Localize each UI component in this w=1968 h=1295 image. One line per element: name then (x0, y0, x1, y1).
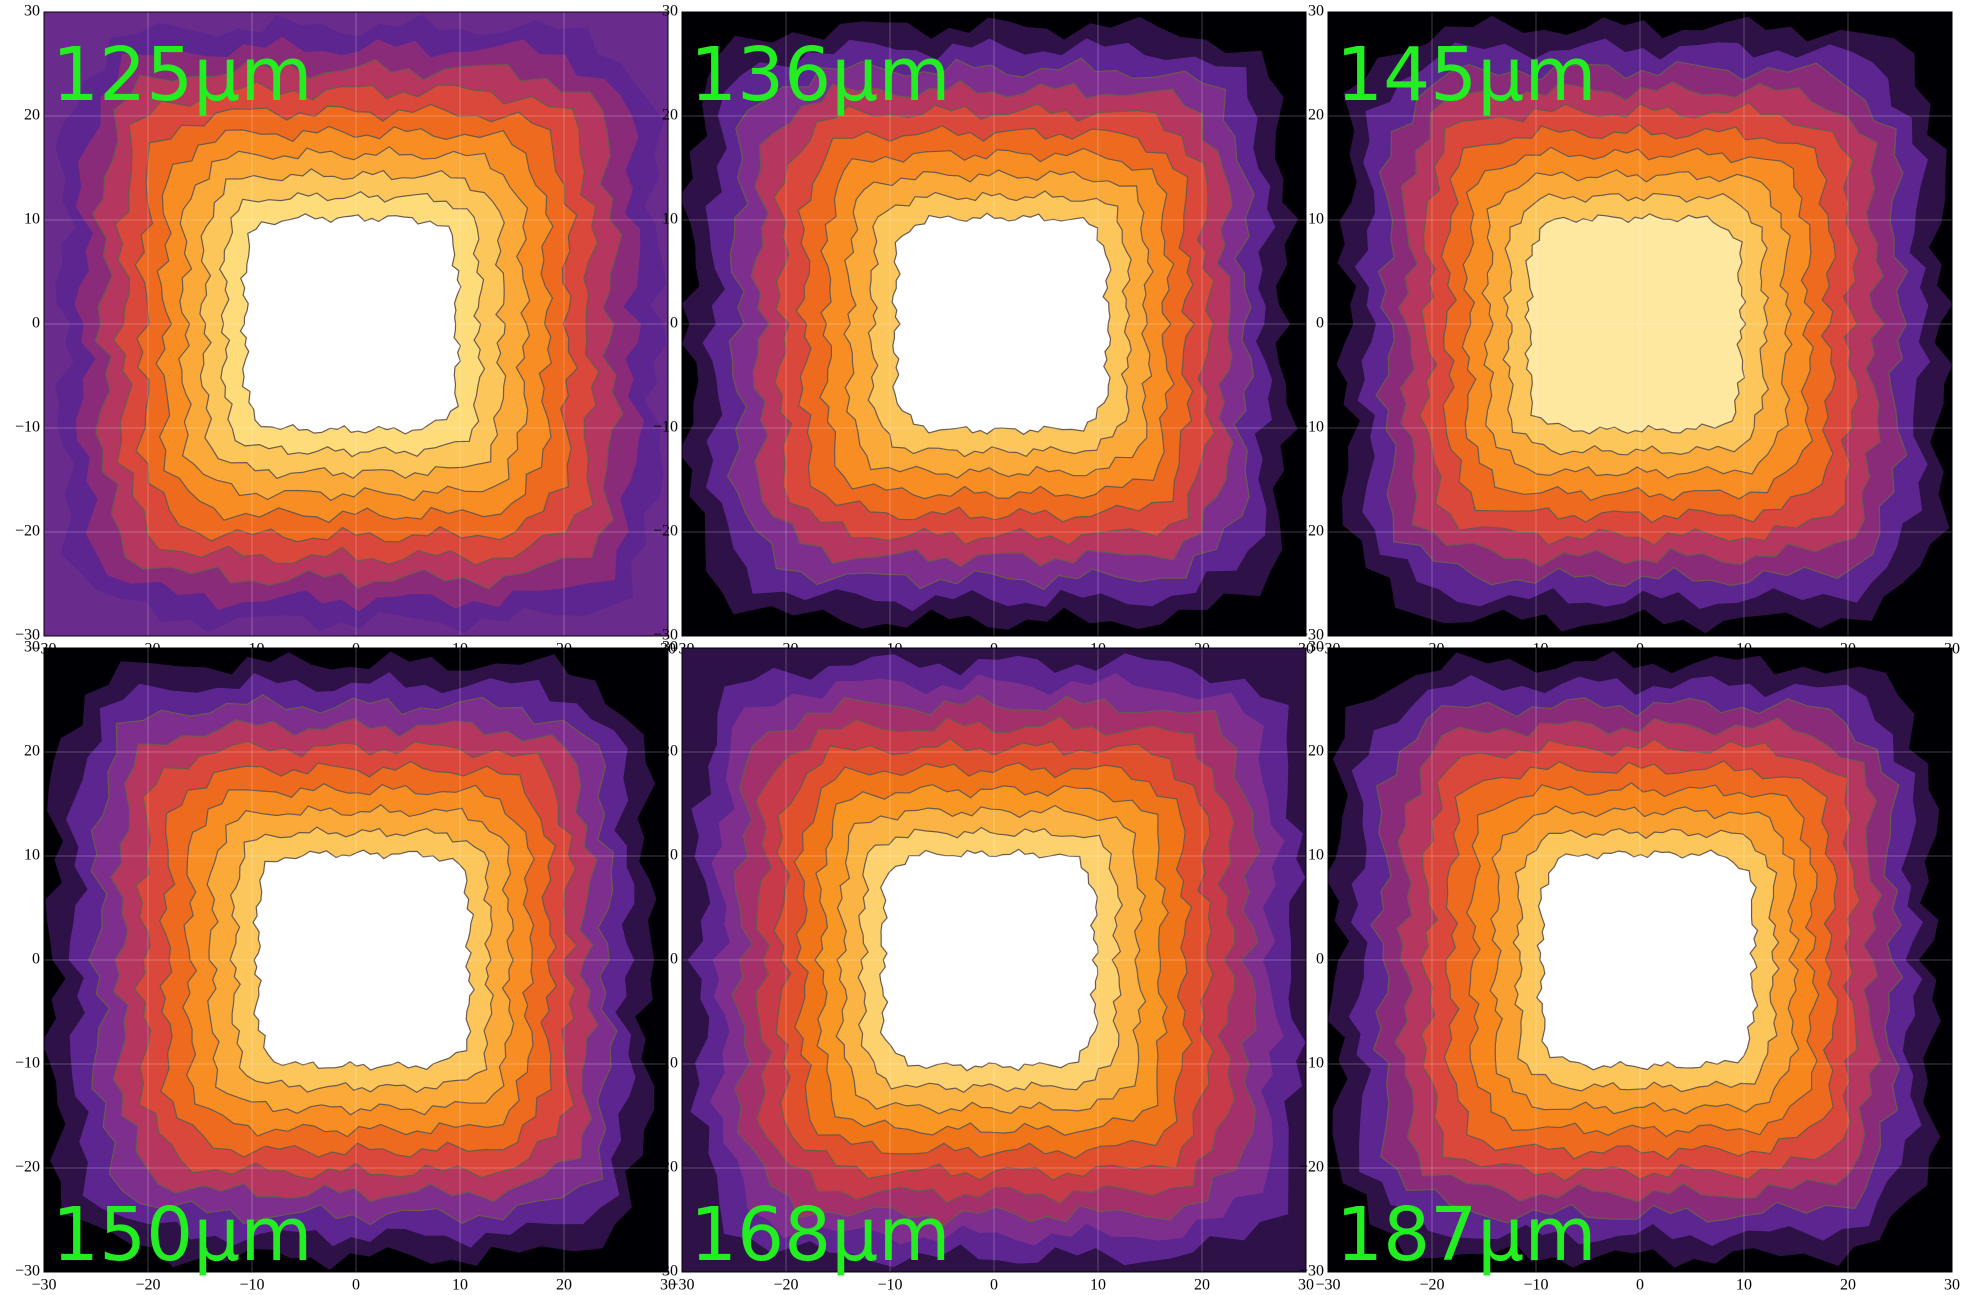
y-tick-label: 10 (24, 847, 40, 864)
panel-label: 168µm (690, 1192, 950, 1278)
x-tick-label: 0 (1636, 1277, 1644, 1294)
x-tick-label: 10 (1736, 1277, 1752, 1294)
panel-frame (681, 11, 1307, 637)
y-tick-label: 30 (24, 639, 40, 656)
y-tick-label: −20 (1299, 523, 1324, 540)
x-tick-label: −10 (877, 1277, 902, 1294)
y-tick-label: 20 (662, 107, 678, 124)
panel-label: 136µm (690, 32, 950, 118)
y-tick-label: 30 (662, 3, 678, 20)
y-tick-label: 20 (1308, 743, 1324, 760)
y-tick-label: 0 (32, 315, 40, 332)
y-tick-label: 30 (662, 639, 678, 656)
y-tick-label: 10 (662, 847, 678, 864)
y-tick-label: 30 (24, 3, 40, 20)
contour-panel (44, 648, 668, 1272)
contour-band (252, 849, 475, 1071)
panel-label: 150µm (52, 1192, 312, 1278)
y-tick-label: 10 (662, 211, 678, 228)
y-tick-label: 0 (670, 315, 678, 332)
x-tick-label: −20 (773, 1277, 798, 1294)
contour-panel (44, 12, 668, 636)
x-tick-label: −20 (135, 1277, 160, 1294)
y-tick-label: −10 (15, 1055, 40, 1072)
x-tick-label: −30 (669, 1277, 694, 1294)
panel-frame (43, 647, 669, 1273)
y-tick-label: 20 (1308, 107, 1324, 124)
x-tick-label: −30 (1315, 1277, 1340, 1294)
contour-band (879, 848, 1099, 1072)
panel-label: 145µm (1336, 32, 1596, 118)
x-tick-label: 10 (452, 1277, 468, 1294)
y-tick-label: −10 (15, 419, 40, 436)
x-tick-label: −30 (31, 1277, 56, 1294)
y-tick-label: 30 (1308, 639, 1324, 656)
y-tick-label: −20 (15, 1159, 40, 1176)
contour-band (891, 212, 1112, 436)
contour-panel (682, 12, 1306, 636)
x-tick-label: 20 (1194, 1277, 1210, 1294)
y-tick-label: −30 (653, 627, 678, 644)
x-tick-label: 30 (1298, 1277, 1314, 1294)
y-tick-label: −10 (1299, 419, 1324, 436)
y-tick-label: −30 (653, 1263, 678, 1280)
contour-panel (682, 648, 1306, 1272)
y-tick-label: −10 (653, 419, 678, 436)
y-tick-label: 20 (24, 743, 40, 760)
y-tick-label: −20 (653, 523, 678, 540)
y-tick-label: −20 (1299, 1159, 1324, 1176)
y-tick-label: 0 (1316, 315, 1324, 332)
panel-frame (681, 647, 1307, 1273)
y-tick-label: −20 (653, 1159, 678, 1176)
y-tick-label: 0 (670, 951, 678, 968)
contour-band (239, 213, 462, 435)
x-tick-label: 0 (352, 1277, 360, 1294)
y-tick-label: −30 (1299, 627, 1324, 644)
y-tick-label: 10 (1308, 211, 1324, 228)
y-tick-label: 30 (1308, 3, 1324, 20)
contour-band (1524, 213, 1747, 435)
x-tick-label: −10 (239, 1277, 264, 1294)
panel-label: 187µm (1336, 1192, 1596, 1278)
y-tick-label: −30 (15, 627, 40, 644)
x-tick-label: 0 (990, 1277, 998, 1294)
y-tick-label: 0 (1316, 951, 1324, 968)
x-tick-label: −10 (1523, 1277, 1548, 1294)
y-tick-label: 10 (1308, 847, 1324, 864)
x-tick-label: 20 (556, 1277, 572, 1294)
y-tick-label: 20 (24, 107, 40, 124)
x-tick-label: 30 (660, 1277, 676, 1294)
panel-frame (1327, 11, 1953, 637)
x-tick-label: 30 (1944, 1277, 1960, 1294)
panel-label: 125µm (52, 32, 312, 118)
y-tick-label: −20 (15, 523, 40, 540)
contour-panel (1328, 648, 1952, 1272)
y-tick-label: −30 (15, 1263, 40, 1280)
x-tick-label: 20 (1840, 1277, 1856, 1294)
y-tick-label: 0 (32, 951, 40, 968)
y-tick-label: 20 (662, 743, 678, 760)
panel-frame (43, 11, 669, 637)
contour-panel (1328, 12, 1952, 636)
x-tick-label: 10 (1090, 1277, 1106, 1294)
x-tick-label: −20 (1419, 1277, 1444, 1294)
y-tick-label: −10 (653, 1055, 678, 1072)
panel-frame (1327, 647, 1953, 1273)
y-tick-label: 10 (24, 211, 40, 228)
y-tick-label: −30 (1299, 1263, 1324, 1280)
y-tick-label: −10 (1299, 1055, 1324, 1072)
contour-band (1535, 849, 1759, 1071)
